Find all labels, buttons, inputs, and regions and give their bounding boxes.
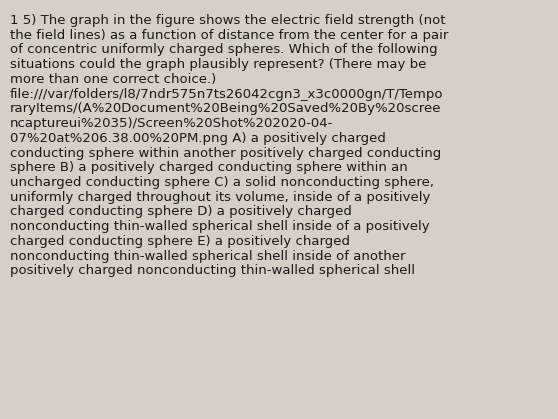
Text: positively charged nonconducting thin-walled spherical shell: positively charged nonconducting thin-wa… [10,264,415,277]
Text: 1 5) The graph in the figure shows the electric field strength (not: 1 5) The graph in the figure shows the e… [10,14,445,27]
Text: the field lines) as a function of distance from the center for a pair: the field lines) as a function of distan… [10,29,449,42]
Text: 07%20at%206.38.00%20PM.png A) a positively charged: 07%20at%206.38.00%20PM.png A) a positive… [10,132,386,145]
Text: raryItems/(A%20Document%20Being%20Saved%20By%20scree: raryItems/(A%20Document%20Being%20Saved%… [10,102,441,115]
Text: charged conducting sphere D) a positively charged: charged conducting sphere D) a positivel… [10,205,352,218]
Text: uniformly charged throughout its volume, inside of a positively: uniformly charged throughout its volume,… [10,191,430,204]
Text: nonconducting thin-walled spherical shell inside of a positively: nonconducting thin-walled spherical shel… [10,220,430,233]
Text: nonconducting thin-walled spherical shell inside of another: nonconducting thin-walled spherical shel… [10,250,406,263]
Text: situations could the graph plausibly represent? (There may be: situations could the graph plausibly rep… [10,58,426,71]
Text: charged conducting sphere E) a positively charged: charged conducting sphere E) a positivel… [10,235,350,248]
Text: ncaptureui%2035)/Screen%20Shot%202020-04-: ncaptureui%2035)/Screen%20Shot%202020-04… [10,117,333,130]
Text: of concentric uniformly charged spheres. Which of the following: of concentric uniformly charged spheres.… [10,44,437,57]
Text: more than one correct choice.): more than one correct choice.) [10,73,217,86]
Text: file:///var/folders/l8/7ndr575n7ts26042cgn3_x3c0000gn/T/Tempo: file:///var/folders/l8/7ndr575n7ts26042c… [10,88,444,101]
Text: uncharged conducting sphere C) a solid nonconducting sphere,: uncharged conducting sphere C) a solid n… [10,176,434,189]
Text: conducting sphere within another positively charged conducting: conducting sphere within another positiv… [10,147,441,160]
Text: sphere B) a positively charged conducting sphere within an: sphere B) a positively charged conductin… [10,161,408,174]
